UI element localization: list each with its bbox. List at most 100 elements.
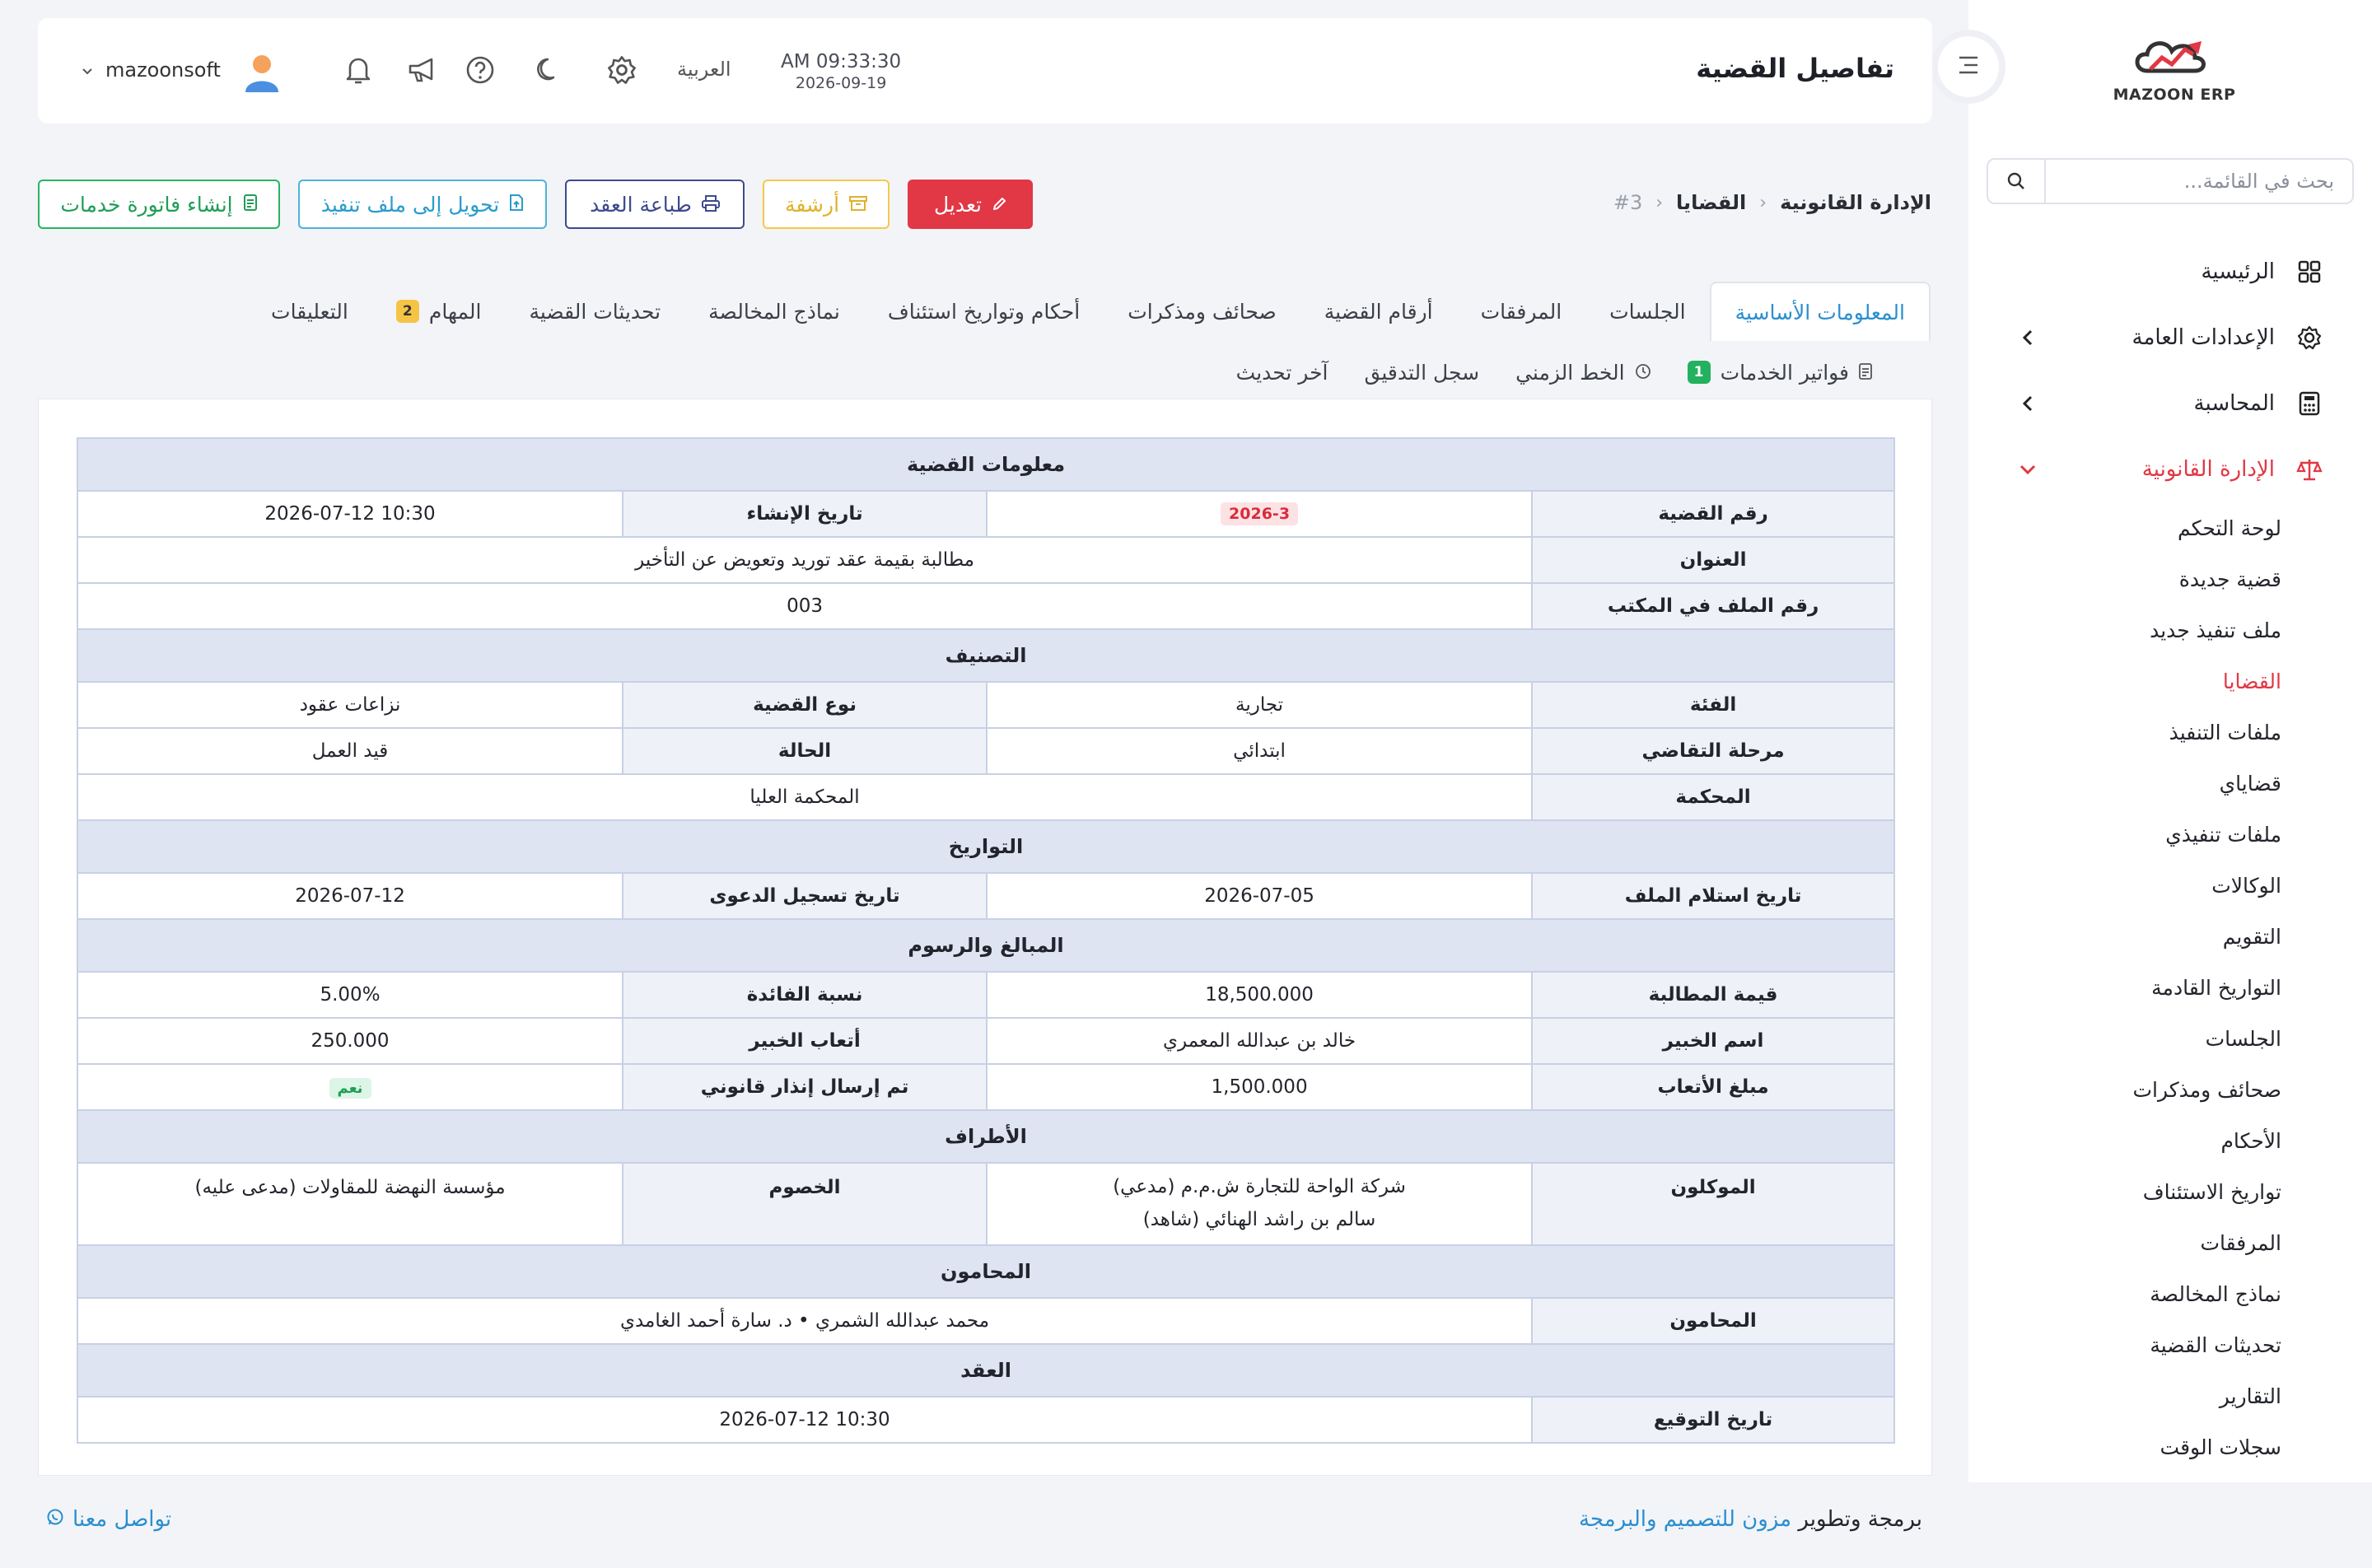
tab-clearance-forms[interactable]: نماذج المخالصة — [684, 282, 864, 341]
sidebar-item-home[interactable]: الرئيسية — [1968, 239, 2372, 305]
tab-comments[interactable]: التعليقات — [247, 282, 372, 341]
sidebar-item-general-settings[interactable]: الإعدادات العامة — [1968, 305, 2372, 371]
tab-label: المهام — [428, 299, 482, 324]
sidebar-subitem-reports[interactable]: التقارير — [2219, 1384, 2281, 1408]
section-title-parties: الأطراف — [76, 1109, 1896, 1164]
table-row: الموكلون شركة الواحة للتجارة ش.م.م (مدعي… — [76, 1162, 1896, 1246]
tab-service-invoices[interactable]: فواتير الخدمات 1 — [1669, 349, 1890, 395]
tab-tasks[interactable]: المهام 2 — [372, 282, 506, 341]
sidebar-subitem-case-updates[interactable]: تحديثات القضية — [2150, 1332, 2281, 1357]
sidebar-item-legal[interactable]: الإدارة القانونية — [1968, 436, 2372, 502]
label-category: الفئة — [1531, 681, 1896, 729]
label-legal-notice: تم إرسال إنذار قانوني — [622, 1063, 988, 1111]
sidebar-subitem-executions[interactable]: ملفات التنفيذ — [2169, 720, 2281, 744]
breadcrumb: الإدارة القانونية ‹ القضايا ‹ #3 — [1613, 191, 1931, 214]
section-header: التواريخ — [76, 819, 1896, 874]
footer-credit-prefix: برمجة وتطوير — [1798, 1507, 1922, 1532]
tab-label: آخر تحديث — [1235, 360, 1328, 385]
sidebar-subitem-sessions[interactable]: الجلسات — [2205, 1026, 2281, 1051]
breadcrumb-root[interactable]: الإدارة القانونية — [1780, 191, 1931, 214]
invoices-count-badge: 1 — [1687, 361, 1711, 384]
sidebar-subitem-memos[interactable]: صحائف ومذكرات — [2132, 1077, 2281, 1102]
sidebar-subitem-my-cases[interactable]: قضاياي — [2219, 771, 2281, 796]
section-header: العقد — [76, 1343, 1896, 1398]
sidebar-menu: الرئيسية الإعدادات العامة المحاسبة ال — [1968, 239, 2372, 1472]
user-name[interactable]: mazoonsoft — [105, 58, 221, 82]
tab-label: المعلومات الأساسية — [1735, 300, 1905, 324]
sidebar-subitem-appeal-dates[interactable]: تواريخ الاستئناف — [2142, 1179, 2281, 1204]
edit-button[interactable]: تعديل — [908, 180, 1033, 229]
tab-sessions[interactable]: الجلسات — [1585, 282, 1709, 341]
breadcrumb-section[interactable]: القضايا — [1676, 191, 1747, 214]
chevron-down-icon[interactable] — [81, 64, 94, 80]
avatar[interactable] — [240, 51, 283, 94]
tab-judgments[interactable]: أحكام وتواريخ استئناف — [864, 282, 1104, 341]
value-legal-notice-cell: نعم — [76, 1063, 624, 1111]
sidebar-subitem-new-execution[interactable]: ملف تنفيذ جديد — [2150, 618, 2281, 642]
tab-memos[interactable]: صحائف ومذكرات — [1104, 282, 1300, 341]
create-invoice-button[interactable]: إنشاء فاتورة خدمات — [38, 180, 280, 229]
tab-label: أحكام وتواريخ استئناف — [887, 299, 1081, 324]
sidebar-subitem-calendar[interactable]: التقويم — [2222, 924, 2281, 949]
convert-to-execution-button[interactable]: تحويل إلى ملف تنفيذ — [298, 180, 547, 229]
footer-credit-link[interactable]: مزون للتصميم والبرمجة — [1578, 1507, 1792, 1532]
sidebar-search-placeholder: بحث في القائمة... — [2183, 170, 2334, 193]
sidebar-subitem-dashboard[interactable]: لوحة التحكم — [2177, 516, 2281, 540]
table-row: مرحلة التقاضي ابتدائي الحالة قيد العمل — [76, 727, 1896, 775]
sidebar-item-accounting[interactable]: المحاسبة — [1968, 371, 2372, 436]
client-line: سالم بن راشد الهنائي (شاهد) — [1142, 1209, 1376, 1230]
label-lawyers: المحامون — [1531, 1297, 1896, 1345]
table-row: اسم الخبير خالد بن عبدالله المعمري أتعاب… — [76, 1017, 1896, 1065]
print-contract-label: طباعة العقد — [590, 192, 692, 217]
label-opponents: الخصوم — [622, 1162, 988, 1246]
section-header: معلومات القضية — [76, 437, 1896, 492]
sidebar-subitem-my-executions[interactable]: ملفات تنفيذي — [2165, 822, 2281, 847]
sidebar: MAZOON ERP بحث في القائمة... الرئيسية ال… — [1968, 0, 2372, 1482]
help-icon[interactable] — [461, 51, 499, 89]
bell-icon[interactable] — [339, 51, 377, 89]
megaphone-icon[interactable] — [404, 51, 441, 89]
invoice-icon — [1859, 361, 1872, 385]
client-line: شركة الواحة للتجارة ش.م.م (مدعي) — [1113, 1176, 1406, 1197]
chevron-left-icon: ‹ — [1759, 192, 1767, 213]
tab-timeline[interactable]: الخط الزمني — [1497, 349, 1669, 395]
sidebar-subitem-attachments[interactable]: المرفقات — [2200, 1230, 2281, 1255]
settings-gear-icon[interactable] — [603, 51, 641, 89]
tab-basic-info[interactable]: المعلومات الأساسية — [1709, 282, 1931, 341]
tab-case-updates[interactable]: تحديثات القضية — [505, 282, 684, 341]
tab-attachments[interactable]: المرفقات — [1457, 282, 1586, 341]
sidebar-subitem-upcoming-dates[interactable]: التواريخ القادمة — [2151, 975, 2281, 1000]
sidebar-toggle-button[interactable] — [1938, 36, 1999, 97]
sidebar-subitem-agencies[interactable]: الوكالات — [2211, 873, 2281, 898]
sidebar-item-label: المحاسبة — [2193, 391, 2275, 416]
search-icon[interactable] — [1988, 160, 2046, 203]
sidebar-subitem-clearance-forms[interactable]: نماذج المخالصة — [2150, 1281, 2281, 1306]
sidebar-search[interactable]: بحث في القائمة... — [1987, 158, 2354, 204]
app-logo[interactable]: MAZOON ERP — [2104, 33, 2244, 115]
clock-time: AM 09:33:30 — [781, 51, 902, 72]
print-contract-button[interactable]: طباعة العقد — [565, 180, 745, 229]
chevron-left-icon — [2018, 329, 2038, 346]
tab-label: فواتير الخدمات — [1720, 360, 1849, 385]
tab-label: الخط الزمني — [1515, 360, 1625, 385]
moon-icon[interactable] — [529, 51, 567, 89]
archive-button[interactable]: أرشفة — [763, 180, 890, 229]
tab-audit-log[interactable]: سجل التدقيق — [1347, 349, 1498, 395]
page-title: تفاصيل القضية — [1696, 53, 1894, 84]
sidebar-subitem-cases[interactable]: القضايا — [2222, 669, 2281, 693]
sidebar-subitem-judgments[interactable]: الأحكام — [2220, 1128, 2281, 1153]
sidebar-subitem-time-logs[interactable]: سجلات الوقت — [2160, 1435, 2281, 1459]
tab-last-update[interactable]: آخر تحديث — [1218, 349, 1347, 395]
value-office-file: 003 — [76, 582, 1534, 630]
tab-label: صحائف ومذكرات — [1128, 299, 1277, 324]
sidebar-subitem-new-case[interactable]: قضية جديدة — [2178, 567, 2281, 591]
value-lawyers: محمد عبدالله الشمري • د. سارة أحمد الغام… — [76, 1297, 1534, 1345]
table-row: المحكمة المحكمة العليا — [76, 773, 1896, 821]
value-file-received: 2026-07-05 — [986, 872, 1534, 920]
tab-case-numbers[interactable]: أرقام القضية — [1300, 282, 1457, 341]
language-switch[interactable]: العربية — [677, 58, 731, 81]
value-expert-name: خالد بن عبدالله المعمري — [986, 1017, 1534, 1065]
sidebar-item-label: الإعدادات العامة — [2132, 325, 2275, 350]
chevron-left-icon — [2018, 395, 2038, 412]
contact-us-link[interactable]: تواصل معنا — [46, 1507, 171, 1532]
